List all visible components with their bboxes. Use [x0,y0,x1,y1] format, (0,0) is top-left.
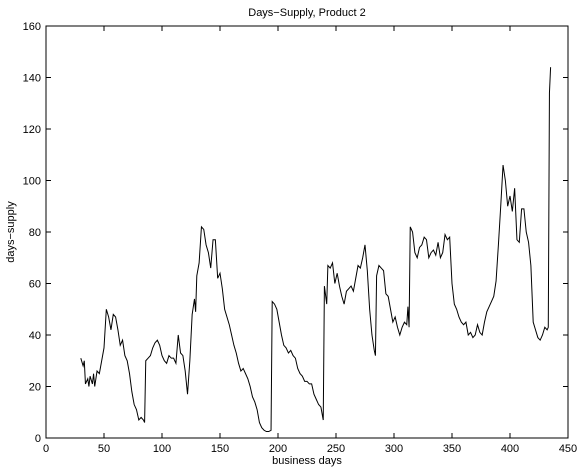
x-tick-label: 150 [211,443,229,455]
y-tick-label: 0 [35,433,41,445]
y-tick-label: 140 [23,73,41,85]
x-tick-label: 450 [559,443,577,455]
y-tick-label: 20 [29,382,41,394]
chart-title: Days−Supply, Product 2 [248,7,366,19]
series-line [80,67,552,433]
x-tick-label: 350 [443,443,461,455]
x-axis-label: business days [272,455,342,467]
y-tick-label: 120 [23,124,41,136]
y-tick-label: 40 [29,330,41,342]
x-tick-label: 50 [98,443,110,455]
plot-frame [45,25,569,439]
y-tick-label: 60 [29,279,41,291]
y-axis-label: days−supply [5,201,17,263]
x-tick-label: 0 [43,443,49,455]
x-tick-label: 200 [269,443,287,455]
x-tick-label: 300 [385,443,403,455]
y-tick-label: 160 [23,21,41,33]
y-tick-label: 80 [29,227,41,239]
x-tick-label: 250 [327,443,345,455]
x-tick-label: 400 [501,443,519,455]
y-tick-label: 100 [23,176,41,188]
x-tick-label: 100 [153,443,171,455]
